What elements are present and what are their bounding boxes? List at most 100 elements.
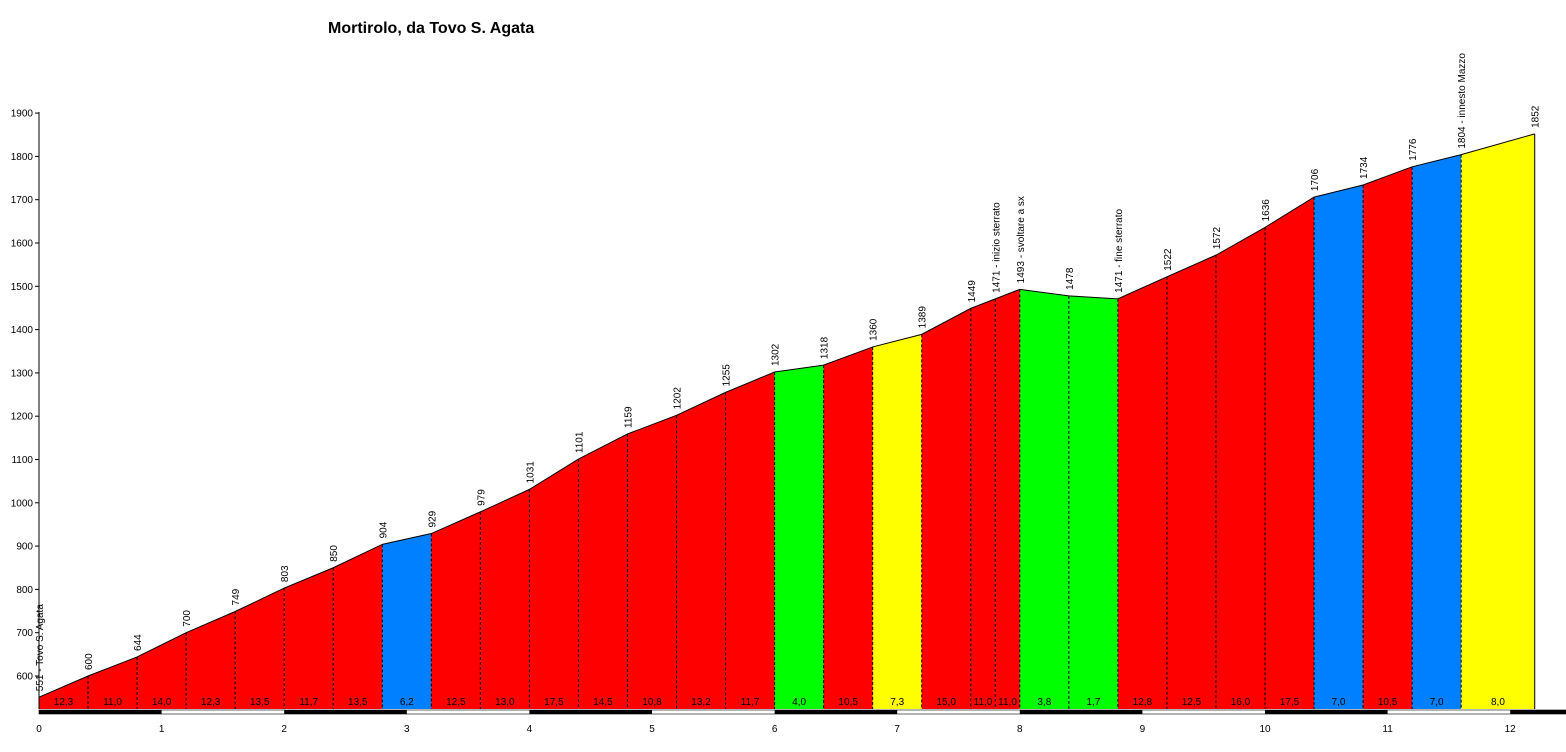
elevation-label: 850	[329, 545, 340, 562]
elevation-label: 1159	[623, 406, 634, 428]
profile-segment	[1412, 154, 1462, 710]
x-axis-bar-block	[529, 710, 652, 714]
chart-title: Mortirolo, da Tovo S. Agata	[328, 20, 534, 37]
elevation-label: 1202	[673, 387, 684, 410]
profile-segment	[529, 459, 579, 709]
elevation-label: 1471 - inizio sterrato	[991, 202, 1002, 293]
y-tick-label: 1800	[11, 152, 34, 163]
profile-segment	[88, 656, 138, 709]
x-tick-label: 5	[649, 724, 655, 735]
grade-label: 11,0	[998, 697, 1017, 708]
axes-layer: 6007008009001000110012001300140015001600…	[11, 109, 1566, 735]
grade-label: 13,5	[250, 697, 270, 708]
grade-label: 11,0	[103, 697, 122, 708]
x-tick-label: 11	[1382, 724, 1393, 735]
point-labels-layer: 551 - Tovo S. Agata 600 644 700 749 803 850 904…	[35, 53, 1542, 692]
x-tick-label: 12	[1505, 724, 1517, 735]
elevation-label: 1636	[1261, 199, 1272, 222]
profile-segment	[1117, 276, 1167, 709]
y-tick-label: 600	[16, 672, 33, 683]
grade-label: 7,0	[1430, 697, 1444, 708]
grade-label: 1,7	[1086, 697, 1100, 708]
elevation-label: 1101	[574, 431, 585, 453]
profile-segment	[284, 567, 334, 709]
y-tick-label: 700	[16, 628, 33, 639]
y-tick-label: 1600	[11, 239, 34, 250]
grade-label: 17,5	[544, 697, 564, 708]
profile-segment	[578, 433, 628, 709]
grade-label: 16,0	[1231, 697, 1251, 708]
y-tick-label: 1900	[11, 109, 34, 120]
profile-segment	[725, 372, 775, 709]
profile-outline	[38, 133, 1535, 698]
elevation-label: 904	[378, 521, 389, 538]
elevation-label: 1734	[1359, 156, 1370, 179]
profile-segment	[1265, 197, 1315, 710]
x-tick-label: 10	[1259, 724, 1271, 735]
x-tick-label: 8	[1017, 724, 1023, 735]
grade-label: 7,0	[1332, 697, 1346, 708]
profile-segment	[1314, 184, 1364, 709]
elevation-label: 600	[84, 653, 95, 670]
grade-label: 14,5	[593, 697, 613, 708]
profile-segment	[186, 611, 236, 709]
profile-segment	[235, 588, 285, 709]
grade-label: 3,8	[1037, 697, 1051, 708]
x-tick-label: 6	[772, 724, 778, 735]
profile-segment	[480, 489, 530, 709]
grade-label: 12,5	[1182, 697, 1202, 708]
y-tick-label: 1500	[11, 282, 34, 293]
elevation-label: 1852	[1531, 105, 1542, 128]
grade-label: 6,2	[400, 697, 414, 708]
elevation-label: 1471 - fine sterrato	[1114, 208, 1125, 292]
y-tick-label: 1400	[11, 325, 34, 336]
elevation-label: 1478	[1065, 267, 1076, 290]
profile-segment	[921, 308, 971, 709]
profile-segment	[39, 676, 89, 709]
x-tick-label: 2	[281, 724, 287, 735]
elevation-label: 1302	[771, 343, 782, 366]
grade-label: 13,2	[691, 697, 711, 708]
y-tick-label: 1200	[11, 412, 34, 423]
y-tick-label: 1700	[11, 195, 34, 206]
profile-outline-layer	[38, 133, 1536, 709]
profile-segment	[774, 365, 824, 709]
grade-label: 17,5	[1280, 697, 1300, 708]
elevation-label: 1255	[722, 364, 733, 387]
grade-label: 11,7	[741, 697, 760, 708]
y-tick-label: 900	[16, 542, 33, 553]
x-tick-label: 1	[159, 724, 165, 735]
elevation-label: 1522	[1163, 248, 1174, 271]
x-axis-bar-block	[1265, 710, 1388, 714]
y-tick-label: 1000	[11, 498, 34, 509]
profile-segment	[333, 544, 383, 709]
elevation-label: 979	[476, 489, 487, 506]
elevation-label: 1493 - svoltare a sx	[1016, 196, 1027, 283]
segments-layer	[39, 133, 1535, 710]
elevation-label: 1706	[1310, 168, 1321, 191]
elevation-label: 929	[427, 510, 438, 527]
grade-label: 7,3	[890, 697, 904, 708]
profile-segment	[137, 632, 187, 709]
elevation-label: 1031	[525, 461, 536, 484]
profile-segment	[872, 334, 922, 709]
grade-label: 12,8	[1133, 697, 1153, 708]
elevation-label: 644	[133, 634, 144, 651]
grade-label: 15,0	[937, 697, 957, 708]
y-tick-label: 1300	[11, 368, 34, 379]
profile-segment	[1461, 133, 1535, 709]
x-tick-label: 0	[36, 724, 42, 735]
grade-label: 12,5	[446, 697, 466, 708]
profile-segment	[995, 289, 1020, 709]
profile-segment	[1215, 227, 1265, 710]
x-axis-bar-block	[284, 710, 407, 714]
x-axis-bar-block	[1510, 710, 1566, 714]
elevation-label: 1360	[869, 318, 880, 341]
y-tick-label: 1100	[11, 455, 33, 466]
grade-label: 13,5	[348, 697, 368, 708]
profile-segment	[1019, 289, 1069, 709]
grade-label: 4,0	[792, 697, 806, 708]
profile-segment	[1166, 255, 1216, 709]
x-tick-label: 7	[894, 724, 900, 735]
grade-label: 10,5	[838, 697, 858, 708]
